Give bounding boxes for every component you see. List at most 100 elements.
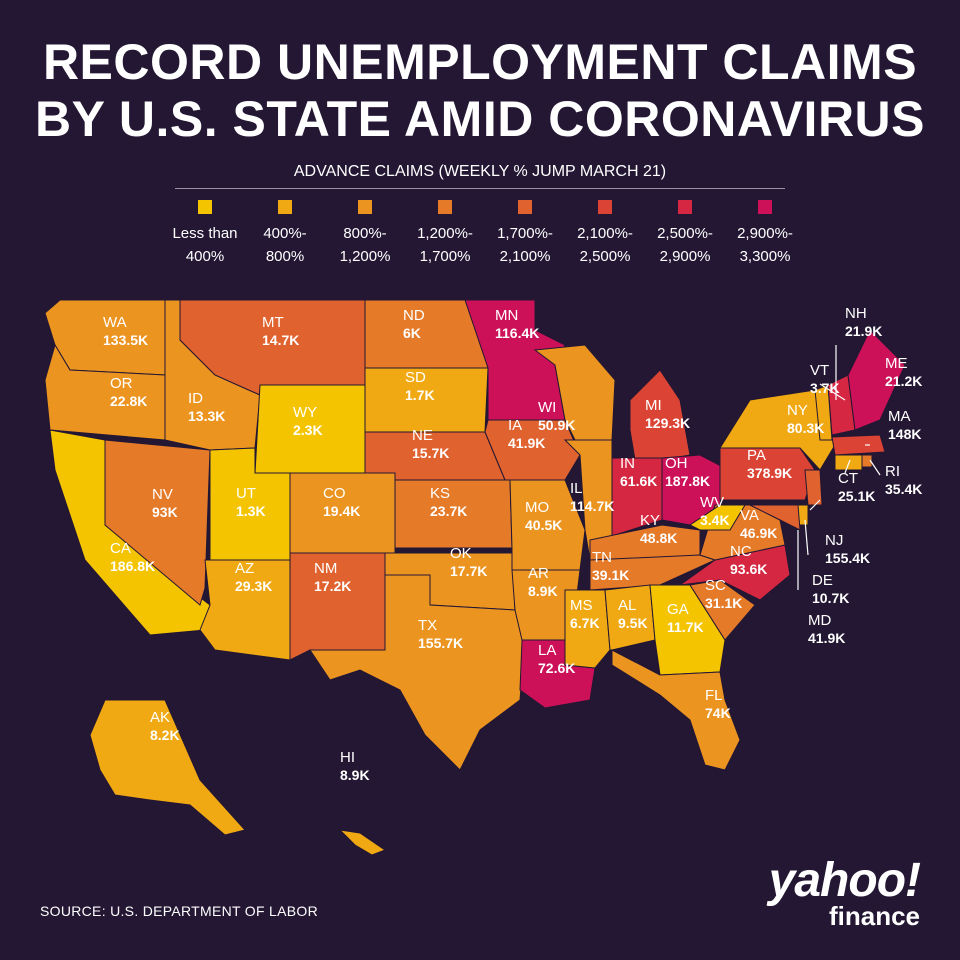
state-ma: [831, 434, 886, 456]
state-abbr: NE: [412, 427, 433, 444]
state-claims-value: 6.7K: [570, 615, 600, 631]
state-claims-value: 129.3K: [645, 415, 690, 431]
state-abbr: MO: [525, 499, 549, 516]
state-claims-value: 148K: [888, 426, 921, 442]
state-claims-value: 39.1K: [592, 567, 629, 583]
state-label-oh: OH 187.8K: [665, 455, 710, 489]
state-claims-value: 15.7K: [412, 445, 449, 461]
state-me: [847, 329, 906, 431]
state-label-mt: MT 14.7K: [262, 314, 299, 348]
state-label-or: OR 22.8K: [110, 375, 147, 409]
state-claims-value: 1.3K: [236, 503, 266, 519]
state-claims-value: 13.3K: [188, 408, 225, 424]
state-label-wy: WY 2.3K: [293, 404, 323, 438]
state-label-nv: NV 93K: [152, 486, 178, 520]
state-claims-value: 3.4K: [700, 512, 730, 528]
state-abbr: OK: [450, 545, 472, 562]
state-abbr: MA: [888, 408, 911, 425]
legend-label: 2,100%- 2,500%: [577, 225, 633, 265]
state-claims-value: 50.9K: [538, 417, 575, 433]
state-label-nm: NM 17.2K: [314, 560, 351, 594]
legend-label: 1,700%- 2,100%: [497, 225, 553, 265]
state-claims-value: 14.7K: [262, 332, 299, 348]
state-label-co: CO 19.4K: [323, 485, 360, 519]
state-abbr: VA: [740, 507, 759, 524]
state-nv: [104, 439, 211, 606]
state-label-ut: UT 1.3K: [236, 485, 266, 519]
state-abbr: WY: [293, 404, 317, 421]
state-label-sc: SC 31.1K: [705, 577, 742, 611]
state-abbr: LA: [538, 642, 556, 659]
state-claims-value: 35.4K: [885, 481, 922, 497]
state-claims-value: 10.7K: [812, 590, 849, 606]
state-claims-value: 9.5K: [618, 615, 648, 631]
state-tn: [589, 554, 717, 591]
state-claims-value: 46.9K: [740, 525, 777, 541]
state-claims-value: 25.1K: [838, 488, 875, 504]
state-abbr: CT: [838, 470, 858, 487]
state-nm: [289, 552, 386, 661]
state-abbr: ND: [403, 307, 425, 324]
state-abbr: MS: [570, 597, 593, 614]
state-claims-value: 80.3K: [787, 420, 824, 436]
legend-label: 2,500%- 2,900%: [657, 225, 713, 265]
state-label-ri: RI 35.4K: [885, 463, 922, 497]
state-claims-value: 61.6K: [620, 473, 657, 489]
state-claims-value: 2.3K: [293, 422, 323, 438]
state-claims-value: 29.3K: [235, 578, 272, 594]
state-claims-value: 41.9K: [508, 435, 545, 451]
state-abbr: TN: [592, 549, 612, 566]
source-note: SOURCE: U.S. DEPARTMENT OF LABOR: [40, 903, 318, 919]
state-abbr: KS: [430, 485, 450, 502]
state-claims-value: 1.7K: [405, 387, 435, 403]
legend-item: 1,700%- 2,100%: [480, 200, 570, 268]
logo-brand: yahoo!: [768, 854, 921, 907]
state-label-nc: NC 93.6K: [730, 543, 767, 577]
legend-divider: [175, 188, 785, 189]
state-abbr: MD: [808, 612, 831, 629]
state-abbr: NJ: [825, 532, 843, 549]
state-label-il: IL 114.7K: [570, 480, 614, 514]
state-claims-value: 8.9K: [340, 767, 370, 783]
state-abbr: WA: [103, 314, 127, 331]
state-abbr: NM: [314, 560, 337, 577]
state-abbr: ME: [885, 355, 908, 372]
state-abbr: TX: [418, 617, 437, 634]
legend-item: Less than 400%: [160, 200, 250, 268]
state-label-in: IN 61.6K: [620, 455, 657, 489]
state-abbr: FL: [705, 687, 723, 704]
state-abbr: SC: [705, 577, 726, 594]
state-claims-value: 8.9K: [528, 583, 558, 599]
state-abbr: IN: [620, 455, 635, 472]
legend-swatch: [518, 200, 532, 214]
state-claims-value: 114.7K: [570, 498, 614, 514]
legend-label: 1,200%- 1,700%: [417, 225, 473, 265]
state-claims-value: 41.9K: [808, 630, 845, 646]
state-claims-value: 40.5K: [525, 517, 562, 533]
state-label-ok: OK 17.7K: [450, 545, 487, 579]
state-abbr: NY: [787, 402, 808, 419]
state-abbr: SD: [405, 369, 426, 386]
state-abbr: ID: [188, 390, 203, 407]
state-claims-value: 378.9K: [747, 465, 792, 481]
legend-item: 400%- 800%: [240, 200, 330, 268]
state-label-ar: AR 8.9K: [528, 565, 558, 599]
state-claims-value: 31.1K: [705, 595, 742, 611]
state-claims-value: 93.6K: [730, 561, 767, 577]
legend-item: 2,100%- 2,500%: [560, 200, 650, 268]
state-claims-value: 72.6K: [538, 660, 575, 676]
state-abbr: HI: [340, 749, 355, 766]
state-abbr: NV: [152, 486, 173, 503]
state-abbr: AZ: [235, 560, 254, 577]
state-label-nj: NJ 155.4K: [825, 532, 870, 566]
state-label-wi: WI 50.9K: [538, 399, 575, 433]
state-abbr: NH: [845, 305, 867, 322]
state-label-ms: MS 6.7K: [570, 597, 600, 631]
state-claims-value: 17.2K: [314, 578, 351, 594]
legend-swatch: [278, 200, 292, 214]
state-abbr: WI: [538, 399, 556, 416]
state-abbr: AL: [618, 597, 636, 614]
legend-item: 2,900%- 3,300%: [720, 200, 810, 268]
state-claims-value: 187.8K: [665, 473, 710, 489]
